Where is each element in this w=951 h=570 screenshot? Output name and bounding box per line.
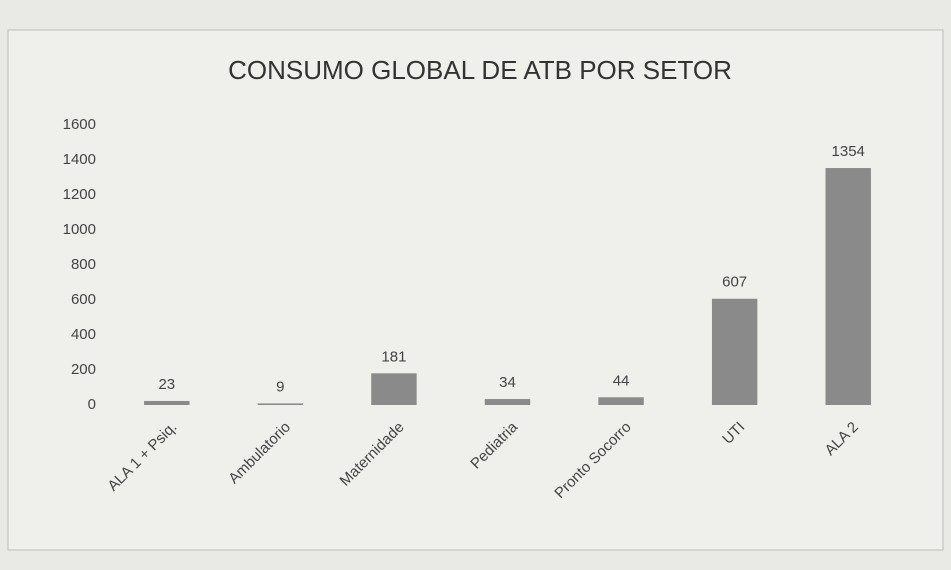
- y-tick-label: 600: [71, 291, 96, 308]
- value-label: 23: [158, 376, 175, 393]
- bar: [371, 373, 417, 405]
- y-tick-label: 1600: [63, 116, 96, 133]
- y-tick-label: 1400: [63, 151, 96, 168]
- chart-frame: [7, 29, 944, 551]
- chart-title: CONSUMO GLOBAL DE ATB POR SETOR: [228, 55, 732, 85]
- y-tick-label: 200: [71, 361, 96, 378]
- bar: [257, 403, 304, 405]
- bar: [825, 168, 871, 405]
- y-tick-label: 1200: [63, 186, 96, 203]
- y-tick-label: 800: [71, 256, 96, 273]
- y-tick-label: 400: [71, 326, 96, 343]
- y-tick-label: 0: [88, 396, 96, 413]
- bar: [711, 298, 758, 405]
- bar: [484, 399, 531, 405]
- value-label: 181: [381, 348, 406, 365]
- bar: [598, 397, 644, 405]
- bar: [144, 400, 190, 405]
- value-label: 44: [613, 372, 630, 389]
- value-label: 34: [499, 374, 516, 391]
- value-label: 9: [276, 378, 284, 395]
- value-label: 1354: [832, 143, 865, 160]
- y-tick-label: 1000: [63, 221, 96, 238]
- value-label: 607: [722, 274, 747, 291]
